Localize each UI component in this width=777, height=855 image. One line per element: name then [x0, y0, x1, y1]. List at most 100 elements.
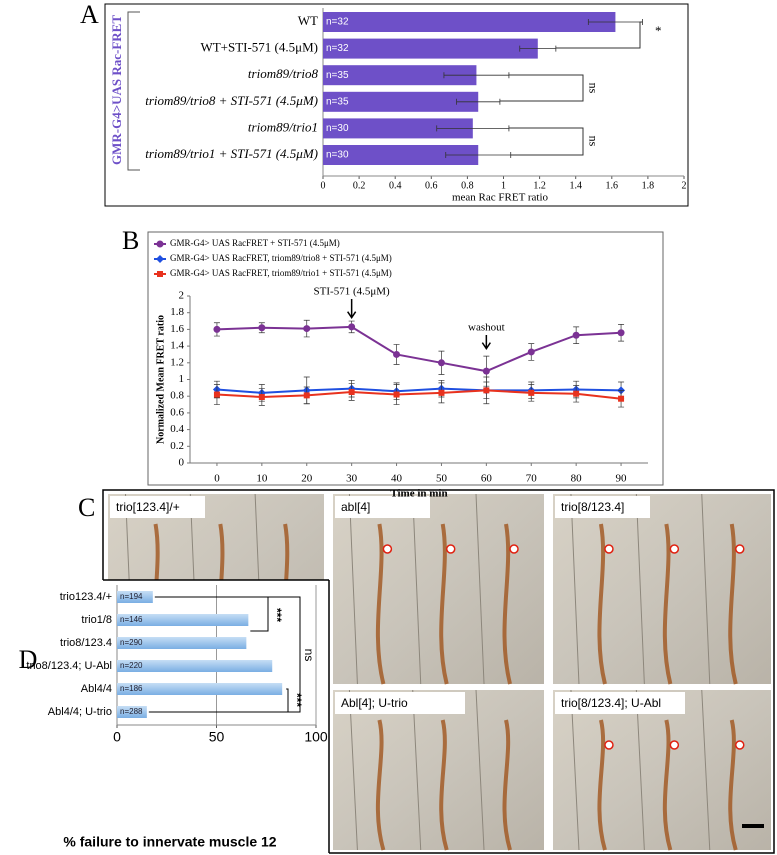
muscle-edge	[475, 689, 485, 851]
muscle-edge	[570, 689, 580, 851]
bar	[117, 683, 283, 695]
muscle-edge	[701, 689, 711, 851]
panel-letter: B	[122, 226, 139, 255]
nerve-stain	[662, 719, 673, 851]
nerve-stain	[728, 719, 738, 851]
x-tick-label: 0	[113, 729, 121, 745]
category-label: trio1/8	[81, 614, 112, 626]
muscle-edge	[348, 493, 358, 685]
bar	[323, 65, 477, 86]
marker	[527, 348, 535, 356]
bar-label: n=288	[120, 707, 143, 716]
y-tick-label: 0.8	[170, 390, 184, 402]
significance: ***	[270, 608, 284, 622]
bracket	[127, 11, 140, 171]
nerve-stain	[439, 523, 449, 685]
x-tick-label: 1	[501, 180, 506, 191]
micrograph	[333, 690, 544, 850]
marker	[213, 325, 221, 333]
sig-bracket	[508, 127, 584, 156]
category-label: triom89/trio8	[248, 66, 319, 81]
panel-border	[104, 3, 689, 207]
marker	[393, 391, 400, 398]
bar	[117, 637, 247, 649]
y-tick-label: 2	[179, 290, 185, 302]
x-tick-label: 20	[301, 473, 313, 485]
marker	[604, 740, 614, 750]
muscle-edge	[635, 689, 645, 851]
panel-letter: A	[80, 0, 99, 29]
nerve-stain	[439, 719, 449, 851]
bar	[323, 145, 479, 165]
marker	[482, 367, 490, 375]
x-tick-label: 90	[616, 473, 628, 485]
nerve-stain	[728, 523, 738, 685]
bar-label: n=146	[120, 615, 143, 624]
sig-bracket	[154, 596, 269, 632]
bar-label: n=35	[326, 70, 349, 81]
marker	[213, 391, 220, 398]
y-tick-label: 0.4	[170, 423, 184, 435]
bar-label: n=290	[120, 638, 143, 647]
x-axis-label: Time in min	[390, 488, 447, 500]
muscle-edge	[701, 493, 711, 685]
x-tick-label: 80	[571, 473, 583, 485]
muscle-edge	[348, 689, 358, 851]
marker	[303, 392, 310, 399]
nerve-stain	[597, 719, 607, 851]
image-label: trio[123.4]/+	[116, 500, 180, 514]
x-tick-label: 0.6	[425, 180, 438, 191]
bar-label: n=35	[326, 96, 349, 107]
muscle-edge	[570, 493, 580, 685]
micrograph	[553, 494, 771, 684]
bar-label: n=194	[120, 592, 143, 601]
bar-label: n=30	[326, 150, 349, 161]
category-label: WT+STI-571 (4.5μM)	[200, 40, 318, 55]
legend-marker	[156, 240, 164, 248]
image-label: abl[4]	[341, 500, 370, 514]
y-tick-label: 0	[179, 457, 185, 469]
y-tick-label: 0.6	[170, 406, 184, 418]
bar-label: n=32	[326, 17, 349, 28]
nerve-stain	[375, 523, 386, 685]
marker	[437, 359, 445, 367]
marker	[735, 544, 745, 554]
muscle-edge	[475, 493, 485, 685]
marker	[348, 389, 355, 396]
nerve-stain	[597, 523, 607, 685]
arrow	[481, 335, 491, 350]
significance: ns	[302, 649, 316, 662]
marker	[572, 331, 580, 339]
y-tick-label: 1.4	[170, 340, 184, 352]
nerve-stain	[662, 523, 673, 685]
legend-entry: GMR-G4> UAS RacFRET, triom89/trio8 + STI…	[170, 253, 392, 263]
bar-label: n=186	[120, 684, 143, 693]
significance: ***	[290, 693, 304, 707]
x-axis-label: % failure to innervate muscle 12	[63, 834, 276, 850]
label-box	[335, 692, 465, 714]
y-tick-label: 1	[179, 373, 185, 385]
marker	[528, 389, 535, 396]
sig-bracket	[555, 21, 643, 49]
marker	[617, 329, 625, 337]
bar-label: n=32	[326, 43, 349, 54]
marker	[393, 350, 401, 358]
image-label: Abl[4]; U-trio	[341, 696, 408, 710]
nerve-stain	[502, 523, 512, 685]
vertical-title: GMR-G4>UAS Rac-FRET	[109, 15, 124, 165]
x-tick-label: 1.8	[642, 180, 655, 191]
marker	[303, 325, 311, 333]
series-line	[216, 387, 622, 394]
x-tick-label: 50	[436, 473, 448, 485]
x-tick-label: 1.6	[606, 180, 619, 191]
label-box	[110, 496, 205, 518]
category-label: triom89/trio1	[248, 119, 318, 134]
series-line	[216, 389, 622, 400]
bar	[323, 12, 616, 32]
legend-marker	[157, 271, 163, 277]
x-tick-label: 0.2	[353, 180, 366, 191]
arrow	[347, 299, 357, 320]
legend-entry: GMR-G4> UAS RacFRET, triom89/trio1 + STI…	[170, 268, 392, 278]
marker	[348, 323, 356, 331]
